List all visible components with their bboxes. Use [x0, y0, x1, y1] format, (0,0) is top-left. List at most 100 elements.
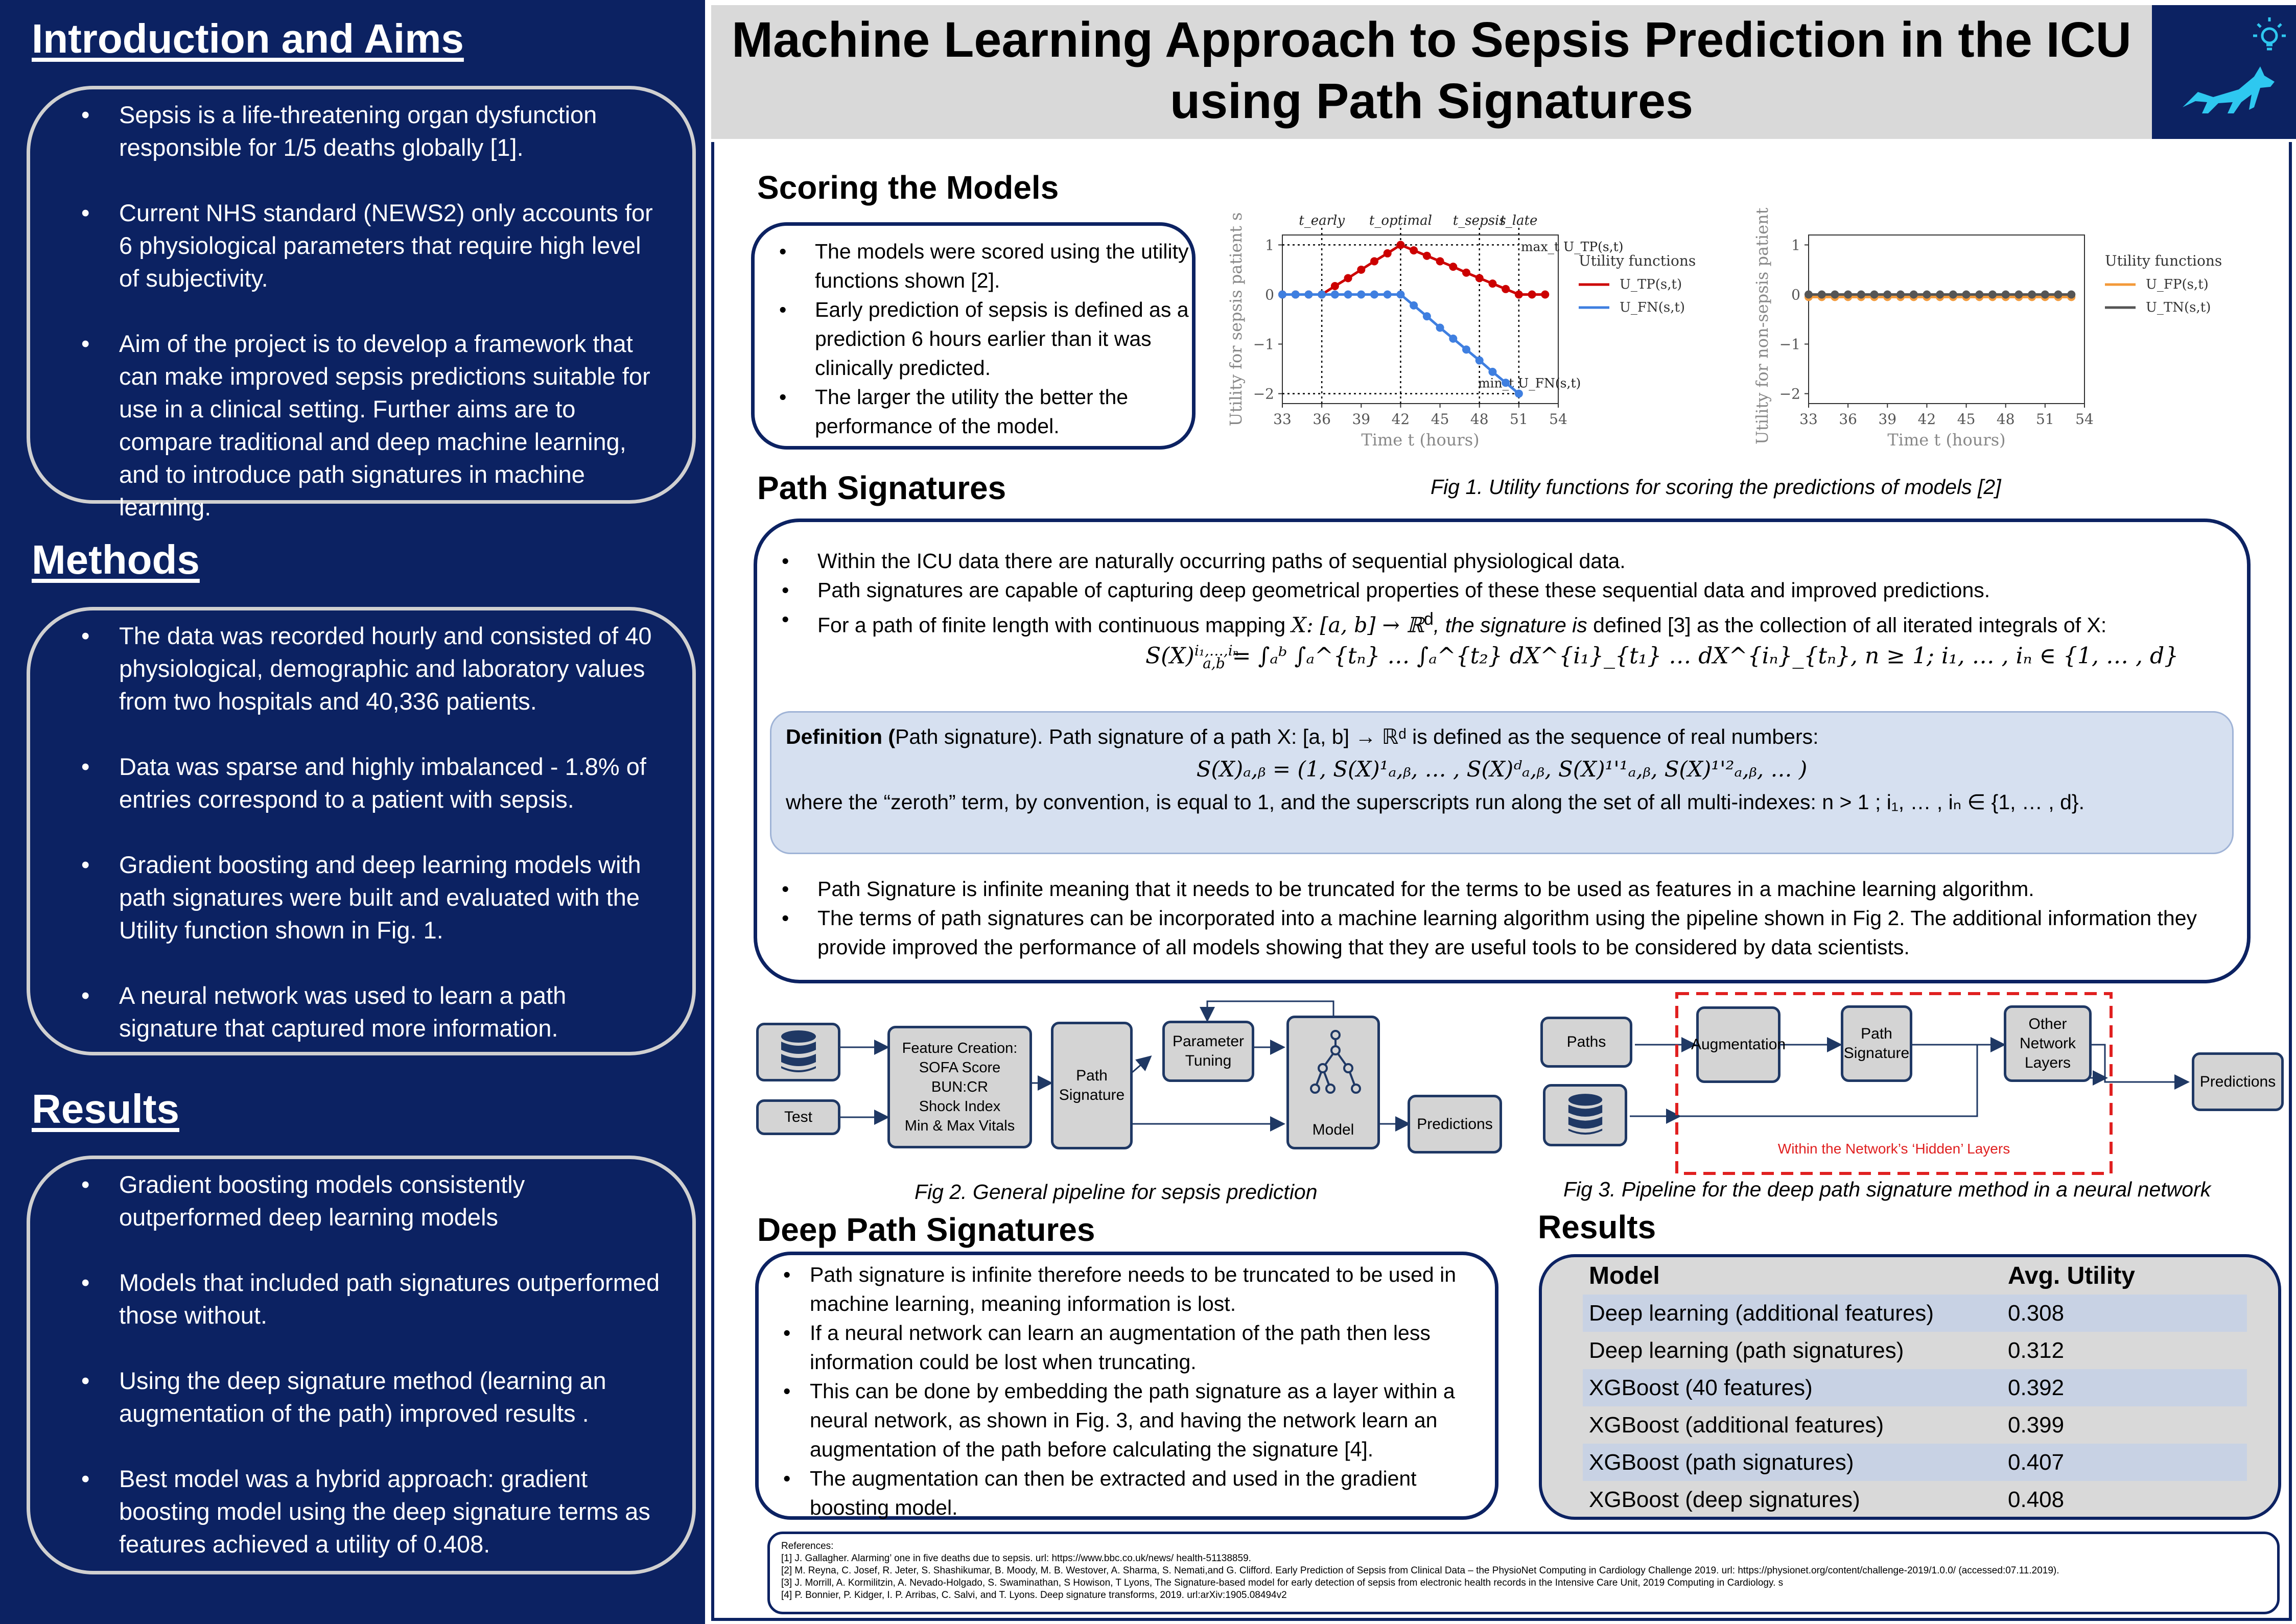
x-tick-label: 39: [1352, 411, 1370, 428]
model-cell: Deep learning (additional features): [1583, 1295, 2002, 1332]
scoring-box: The models were scored using the utility…: [751, 222, 1196, 450]
utility-cell: 0.407: [2002, 1444, 2247, 1481]
methods-box: The data was recorded hourly and consist…: [27, 607, 696, 1055]
intro-item: Current NHS standard (NEWS2) only accoun…: [56, 197, 667, 295]
paths-box: Paths: [1540, 1017, 1632, 1068]
model-cell: XGBoost (additional features): [1589, 1412, 1884, 1438]
data-point: [1291, 290, 1300, 299]
x-tick-label: 36: [1313, 411, 1331, 428]
database-icon: [756, 1023, 840, 1081]
data-point: [1475, 274, 1484, 283]
results-item: Best model was a hybrid approach: gradie…: [56, 1463, 667, 1561]
methods-item: The data was recorded hourly and consist…: [56, 620, 667, 718]
data-point: [1330, 281, 1339, 290]
results-table-heading: Results: [1538, 1209, 1656, 1245]
pathsig-box: Within the ICU data there are naturally …: [754, 519, 2251, 983]
x-tick-label: 39: [1878, 411, 1896, 428]
deep-heading: Deep Path Signatures: [757, 1211, 1095, 1248]
mapping-math: X: [a, b] → ℝ: [1291, 613, 1424, 638]
definition-text: Path signature). Path signature of a pat…: [895, 725, 1819, 748]
y-tick-label: −2: [1779, 386, 1800, 403]
y-axis-label: Utility for sepsis patient s: [1226, 213, 1246, 427]
legend-entry: U_TN(s,t): [2146, 300, 2211, 315]
methods-item: A neural network was used to learn a pat…: [56, 979, 667, 1045]
x-tick-label: 33: [1273, 411, 1292, 428]
x-tick-label: 33: [1799, 411, 1818, 428]
data-point: [2014, 290, 2023, 299]
poster-title: Machine Learning Approach to Sepsis Pred…: [732, 12, 2131, 129]
scoring-item: The models were scored using the utility…: [755, 237, 1192, 295]
x-axis-label: Time t (hours): [1887, 430, 2005, 450]
legend-title: Utility functions: [1579, 252, 1696, 269]
y-tick-label: 1: [1791, 237, 1800, 253]
results-item: Using the deep signature method (learnin…: [56, 1364, 667, 1430]
utility-chart-non-sepsis: 33 36 39 42 45 48 51 54 1 0 −1 −2 Time t (hours) Util…: [1752, 204, 2222, 450]
data-point: [1528, 290, 1536, 299]
data-point: [1410, 301, 1418, 310]
data-point: [1344, 274, 1352, 283]
data-point: [1975, 290, 1984, 299]
scoring-item: Early prediction of sepsis is defined as…: [755, 295, 1192, 383]
data-point: [1909, 290, 1918, 299]
deep-item: If a neural network can learn an augment…: [759, 1319, 1495, 1377]
deep-predictions-box: Predictions: [2192, 1052, 2284, 1111]
utility-cell: 0.308: [2002, 1295, 2247, 1332]
fig3-arrows: [1630, 992, 2190, 1175]
methods-heading: Methods: [32, 537, 200, 582]
model-cell: Deep learning (path signatures): [1589, 1337, 1904, 1363]
data-point: [1805, 290, 1813, 299]
data-point: [1923, 290, 1931, 299]
min-annotation: min_t U_FN(s,t): [1478, 376, 1581, 391]
intro-item: Sepsis is a life-threatening organ dysfu…: [56, 99, 667, 164]
main-panel: [711, 142, 2292, 1621]
y-axis-label: Utility for non-sepsis patient s: [1752, 204, 1772, 444]
model-box: Model: [1286, 1016, 1380, 1149]
data-point: [1883, 290, 1892, 299]
pathsig-item3-text: For a path of finite length with continu…: [817, 613, 1292, 637]
x-tick-label: 54: [2075, 411, 2094, 428]
table-header-row: Model Avg. Utility: [1583, 1257, 2247, 1295]
data-point: [1383, 249, 1392, 257]
model-cell: XGBoost (40 features): [1583, 1369, 2002, 1406]
legend-entry: U_TP(s,t): [1620, 277, 1682, 292]
reference-item: [2] M. Reyna, C. Josef, R. Jeter, S. Sha…: [781, 1565, 2059, 1576]
intro-item: Aim of the project is to develop a frame…: [56, 327, 667, 524]
data-point: [1857, 290, 1865, 299]
fig1-caption: Fig 1. Utility functions for scoring the…: [1431, 475, 2001, 499]
pathsig-item: Path signatures are capable of capturing…: [757, 576, 2247, 605]
max-annotation: max_t U_TP(s,t): [1521, 239, 1624, 254]
title-bar: Machine Learning Approach to Sepsis Pred…: [711, 5, 2152, 139]
pathsig-heading: Path Signatures: [757, 469, 1006, 506]
legend-title: Utility functions: [2105, 252, 2222, 269]
data-point: [1383, 290, 1392, 299]
fig3-caption: Fig 3. Pipeline for the deep path signat…: [1563, 1178, 2211, 1201]
definition-tail: where the “zeroth” term, by convention, …: [786, 790, 2084, 814]
utility-cell: 0.408: [2008, 1487, 2065, 1512]
augmentation-box: Augmentation: [1691, 1006, 1786, 1083]
data-point: [2028, 290, 2036, 299]
data-point: [1462, 268, 1470, 277]
data-point: [1344, 290, 1352, 299]
legend-entry: U_FP(s,t): [2146, 277, 2209, 292]
references-label: References:: [781, 1541, 834, 1551]
data-point: [1949, 290, 1957, 299]
results-table: Model Avg. Utility Deep learning (additio…: [1583, 1257, 2247, 1518]
utility-chart-sepsis: 33 36 39 42 45 48 51 54 1 0 −1 −2 Time t (hours) Util…: [1226, 213, 1696, 450]
data-point: [1410, 246, 1418, 255]
x-tick-label: 54: [1549, 411, 1567, 428]
y-tick-label: −1: [1779, 336, 1800, 353]
data-point: [1488, 279, 1497, 288]
pathsig-item: The terms of path signatures can be inco…: [757, 904, 2234, 962]
data-point: [1988, 290, 1997, 299]
pathsig-item: Path Signature is infinite meaning that …: [757, 875, 2234, 904]
y-tick-label: −2: [1253, 386, 1274, 403]
table-row: XGBoost (path signatures) 0.407: [1583, 1444, 2247, 1481]
table-row: Deep learning (additional features) 0.308: [1583, 1295, 2247, 1332]
data-point: [1962, 290, 1971, 299]
data-point: [1396, 290, 1405, 299]
deep-item: The augmentation can then be extracted a…: [759, 1464, 1495, 1522]
data-point: [1449, 334, 1458, 343]
logo-area: [2152, 5, 2296, 139]
x-tick-label: 51: [1510, 411, 1528, 428]
predictions-box: Predictions: [1408, 1095, 1502, 1154]
